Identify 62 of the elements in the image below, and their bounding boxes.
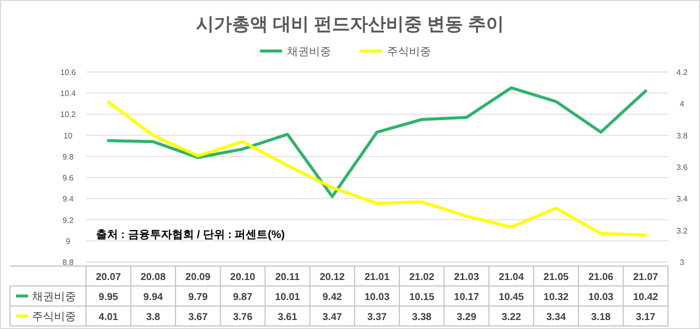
y-tick-label: 9.6 [62, 174, 74, 183]
x-tick-label: 21.03 [454, 272, 480, 283]
y-tick-label: 10.6 [60, 68, 76, 77]
data-label: 3.37 [367, 312, 388, 323]
data-label: 9.95 [98, 292, 119, 303]
data-label: 3.34 [546, 312, 566, 323]
text: 채권비중 [32, 291, 76, 303]
data-label: 9.87 [232, 292, 253, 303]
data-label: 9.42 [322, 292, 342, 303]
data-label: 10.45 [498, 292, 524, 303]
x-tick-label: 20.10 [230, 272, 256, 283]
x-tick-label: 21.04 [498, 272, 524, 283]
y2-tick-label: 3.6 [676, 163, 688, 172]
y2-tick-label: 3.4 [676, 194, 688, 204]
y-tick-label: 10.4 [60, 89, 76, 98]
y2-tick-label: 4 [680, 100, 685, 109]
data-label: 10.32 [544, 292, 570, 303]
x-tick-label: 21.01 [364, 272, 390, 283]
x-tick-label: 20.12 [320, 272, 346, 283]
x-tick-label: 21.07 [633, 272, 659, 283]
text: 주식비중 [32, 311, 76, 323]
data-label: 10.01 [274, 292, 300, 303]
x-tick-label: 20.11 [275, 272, 300, 283]
data-label: 9.94 [143, 292, 164, 303]
y-tick-label: 10 [64, 131, 73, 140]
x-tick-label: 21.02 [409, 272, 435, 283]
data-label: 10.15 [409, 292, 435, 303]
chart-title: 시가총액 대비 펀드자산비중 변동 추이 [196, 14, 504, 34]
data-label: 3.67 [188, 312, 208, 323]
data-label: 10.17 [454, 292, 480, 303]
data-label: 3.17 [636, 312, 656, 323]
x-tick-label: 20.08 [140, 272, 166, 283]
data-label: 10.42 [633, 292, 659, 303]
y2-tick-label: 3.8 [676, 131, 688, 140]
y-tick-label: 9.8 [62, 152, 74, 162]
data-label: 3.76 [232, 312, 253, 323]
y-tick-label: 9.2 [62, 216, 74, 225]
x-tick-label: 21.06 [588, 272, 614, 283]
y2-tick-label: 4.2 [676, 68, 688, 77]
data-label: 3.22 [502, 312, 522, 323]
x-tick-label: 21.05 [544, 272, 570, 283]
data-label: 3.61 [278, 312, 298, 323]
data-label: 10.03 [588, 292, 614, 303]
y-tick-label: 8.8 [62, 258, 74, 267]
legend-label: 주식비중 [387, 46, 431, 58]
legend-label: 채권비중 [287, 46, 331, 58]
data-label: 3.47 [322, 312, 342, 323]
y2-tick-label: 3 [680, 258, 685, 267]
data-label: 10.03 [364, 292, 390, 303]
y2-tick-label: 3.2 [676, 226, 688, 236]
data-label: 3.18 [591, 312, 612, 323]
data-label: 3.8 [146, 312, 161, 323]
data-label: 4.01 [98, 312, 119, 323]
x-tick-label: 20.09 [185, 272, 211, 283]
x-tick-label: 20.07 [96, 272, 122, 283]
data-label: 3.38 [412, 312, 432, 323]
annotation: 출처 : 금융투자협회 / 단위 : 퍼센트(%) [96, 229, 286, 241]
data-label: 9.79 [188, 292, 208, 303]
y-tick-label: 10.2 [60, 110, 76, 120]
y-tick-label: 9.4 [62, 194, 74, 204]
data-label: 3.29 [456, 312, 477, 323]
y-tick-label: 9 [66, 236, 71, 246]
